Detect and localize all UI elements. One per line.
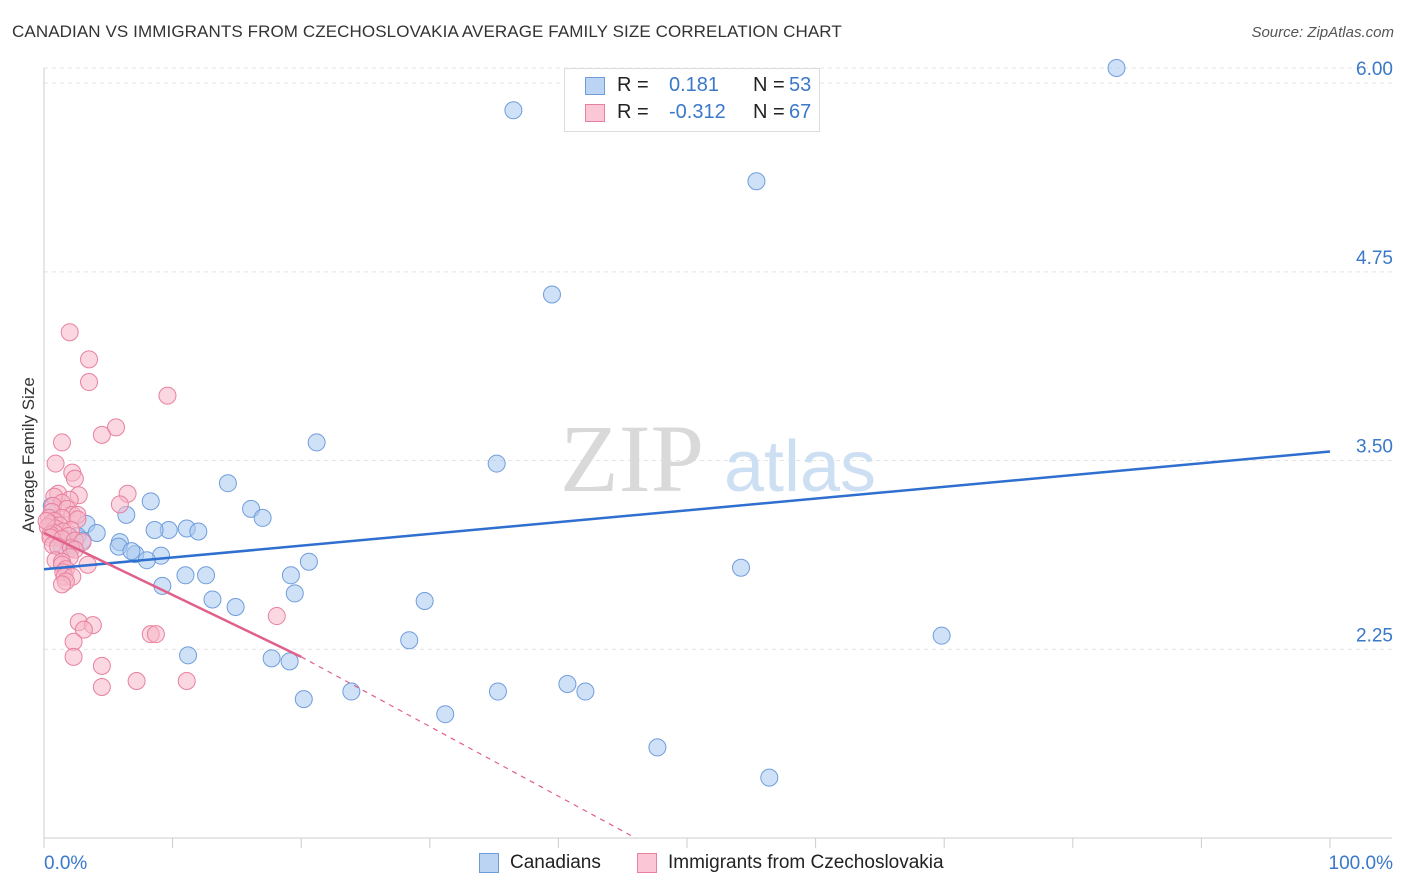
legend-r-value: -0.312 bbox=[669, 101, 726, 123]
legend-n-value: 53 bbox=[789, 74, 812, 96]
immigrants-point bbox=[80, 373, 99, 392]
immigrants-point bbox=[177, 671, 196, 690]
canadians-point bbox=[122, 542, 141, 561]
x-tick-label: 100.0% bbox=[1329, 853, 1394, 874]
immigrants-point bbox=[53, 433, 72, 452]
chart-title: CANADIAN VS IMMIGRANTS FROM CZECHOSLOVAK… bbox=[12, 22, 842, 41]
canadians-points bbox=[42, 59, 1126, 787]
canadians-point bbox=[262, 649, 281, 668]
watermark-atlas: atlas bbox=[724, 427, 876, 507]
canadians-point bbox=[488, 682, 507, 701]
canadians-point bbox=[400, 631, 419, 650]
canadians-point bbox=[415, 591, 434, 610]
y-tick-label: 6.00 bbox=[1356, 59, 1393, 80]
canadians-point bbox=[576, 682, 595, 701]
y-tick-label: 4.75 bbox=[1356, 248, 1393, 269]
legend-r-label: R = bbox=[617, 101, 649, 123]
canadians-point bbox=[732, 558, 751, 577]
canadians-point bbox=[648, 738, 667, 757]
axes bbox=[43, 68, 1392, 848]
canadians-point bbox=[226, 598, 245, 616]
immigrants-points bbox=[37, 323, 286, 697]
canadians-point bbox=[504, 101, 523, 120]
immigrants-point bbox=[46, 454, 65, 473]
immigrants-point bbox=[65, 469, 84, 488]
immigrants-point bbox=[60, 323, 79, 342]
immigrants-point bbox=[64, 632, 83, 651]
canadians-point bbox=[145, 521, 164, 539]
canadians-point bbox=[141, 492, 160, 511]
y-tick-label: 2.25 bbox=[1356, 625, 1393, 646]
immigrants-point bbox=[53, 575, 72, 594]
chart-source: Source: ZipAtlas.com bbox=[1251, 24, 1394, 41]
canadians-point bbox=[1107, 59, 1126, 77]
trend-lines bbox=[43, 450, 1331, 839]
correlation-legend: R = 0.181 N = 53 R = -0.312 N = 67 bbox=[564, 68, 820, 132]
immigrants-point bbox=[127, 671, 146, 690]
canadians-point bbox=[281, 566, 300, 585]
canadians-point bbox=[932, 626, 951, 645]
canadians-point bbox=[179, 646, 198, 665]
y-tick-label: 3.50 bbox=[1356, 437, 1393, 458]
canadians-point bbox=[203, 590, 222, 609]
canadians-point bbox=[436, 705, 455, 724]
immigrants-trend-extension bbox=[300, 656, 636, 839]
canadians-point bbox=[747, 172, 766, 191]
canadians-point bbox=[197, 566, 216, 585]
legend-swatch-canadians bbox=[585, 77, 605, 95]
immigrants-point bbox=[110, 495, 129, 514]
canadians-trend-line bbox=[43, 450, 1331, 571]
watermark: ZIP atlas bbox=[560, 405, 876, 512]
canadians-point bbox=[87, 524, 106, 543]
canadians-point bbox=[189, 522, 208, 541]
legend-swatch-immigrants-bottom bbox=[637, 853, 657, 873]
canadians-point bbox=[294, 690, 313, 709]
legend-swatch-canadians-bottom bbox=[479, 853, 499, 873]
legend-r-value: 0.181 bbox=[669, 74, 720, 96]
grid-lines bbox=[44, 67, 1392, 650]
canadians-point bbox=[542, 285, 561, 304]
immigrants-point bbox=[158, 386, 177, 405]
canadians-point bbox=[342, 682, 361, 701]
legend-label-immigrants: Immigrants from Czechoslovakia bbox=[668, 852, 944, 873]
y-axis-label: Average Family Size bbox=[19, 377, 38, 533]
x-tick-label: 0.0% bbox=[44, 853, 87, 874]
immigrants-point bbox=[92, 656, 111, 675]
immigrants-point bbox=[267, 607, 286, 626]
immigrants-point bbox=[64, 647, 83, 666]
immigrants-point bbox=[92, 678, 111, 697]
legend-n-label: N = bbox=[753, 101, 785, 123]
legend-swatch-immigrants bbox=[585, 104, 605, 122]
immigrants-point bbox=[80, 350, 99, 369]
canadians-point bbox=[307, 433, 326, 452]
immigrants-point bbox=[107, 418, 126, 437]
canadians-point bbox=[558, 675, 577, 693]
legend-n-label: N = bbox=[753, 74, 785, 96]
legend-n-value: 67 bbox=[789, 101, 812, 123]
immigrants-point bbox=[37, 511, 56, 530]
canadians-point bbox=[299, 552, 318, 571]
immigrants-point bbox=[92, 425, 111, 444]
canadians-point bbox=[176, 566, 195, 585]
immigrants-point bbox=[146, 625, 165, 644]
canadians-point bbox=[253, 508, 272, 527]
tick-labels: 2.25 3.50 4.75 6.00 0.0% 100.0% bbox=[44, 59, 1393, 874]
legend-r-label: R = bbox=[617, 74, 649, 96]
canadians-point bbox=[280, 652, 299, 671]
legend-label-canadians: Canadians bbox=[510, 852, 601, 873]
immigrants-trend-line bbox=[43, 531, 302, 658]
canadians-point bbox=[285, 584, 304, 603]
immigrants-point bbox=[74, 620, 93, 639]
canadians-point bbox=[218, 474, 237, 493]
canadians-point bbox=[760, 768, 779, 787]
watermark-zip: ZIP bbox=[560, 405, 704, 512]
canadians-point bbox=[487, 454, 506, 473]
